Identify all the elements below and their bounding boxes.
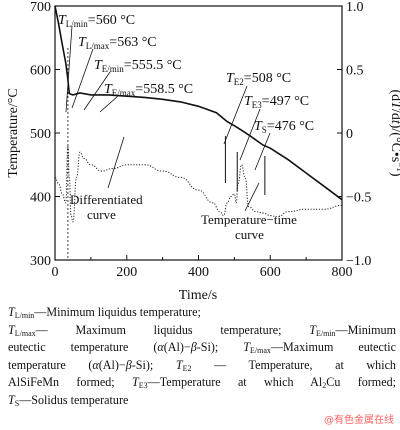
event-leader-5 [239,108,261,161]
event-label-4: TE2=508 °C [226,71,291,87]
event-label-6: TS=476 °C [254,119,314,135]
axis-ticks: 0 200 400 600 800 300 400 500 600 700 −1.0 −0.5 0 0.5… [30,0,371,280]
y2-tick-label-4: 1.0 [346,0,364,15]
y-axis-label: Temperature/°C [6,88,21,177]
figure-caption: TL/min—Minimum liquidus temperature; TL/… [8,304,396,410]
y-tick-label-1: 400 [30,191,51,206]
caption-line-5: AlSiFeMn formed; TE3—Temperature at whic… [8,375,396,391]
x-tick-label-4: 800 [332,265,353,280]
series-lines [54,5,343,223]
caption-line-3: eutectic temperature (α(Al)−β-Si); TE/ma… [8,340,396,356]
annotation-temperature-2: curve [235,227,264,242]
y-tick-label-2: 500 [30,127,51,142]
event-label-3: TE/max=558.5 °C [104,82,193,98]
x-tick-label-1: 200 [116,265,137,280]
watermark: @有色金属在线 [324,415,394,426]
y2-tick-label-1: −0.5 [346,191,371,206]
x-tick-label-2: 400 [188,265,209,280]
event-label-5: TE3=497 °C [244,94,309,110]
annotation-differentiated-1: Differentiated [70,192,143,207]
y2-tick-label-0: −1.0 [346,254,371,269]
caption-line-6: TS—Solidus temperature [8,392,129,408]
y2-tick-label-3: 0.5 [346,64,364,79]
event-leader-1 [71,48,94,109]
event-leader-4 [223,85,248,145]
event-markers [67,48,266,260]
caption-line-4: temperature (α(Al)−β-Si); TE2 — Temperat… [8,357,396,373]
y2-tick-label-2: 0 [346,127,353,142]
event-leader-2 [83,71,111,111]
event-leader-3 [99,95,119,113]
cooling-curve-chart: 0 200 400 600 800 300 400 500 600 700 −1.0 −0.5 0 0.5… [6,0,400,303]
x-tick-label-3: 600 [260,265,281,280]
caption-line-2: TL/max— Maximum liquidus temperature; TE… [8,322,396,338]
y-tick-label-4: 700 [30,0,51,15]
leader-differentiated [107,136,125,189]
event-leader-6 [254,132,271,171]
y-tick-label-0: 300 [30,254,51,269]
event-leader-0 [65,25,73,113]
leader-temperature [244,182,260,212]
y2-axis-label: (dT/dt)/(°C•s−1) [388,90,400,177]
event-label-0: TL/min=560 °C [58,13,135,29]
series-differentiated-curve [54,145,343,223]
event-label-1: TL/max=563 °C [78,35,157,51]
x-tick-label-0: 0 [52,265,59,280]
caption-line-1: TL/min—Minimum liquidus temperature; [8,305,201,320]
event-labels: TL/min=560 °C TL/max=563 °C TE/min=555.5 °… [58,13,314,171]
x-axis-label: Time/s [179,288,217,303]
annotation-temperature-1: Temperature−time [201,212,297,227]
event-label-2: TE/min=555.5 °C [94,58,182,74]
y-tick-label-3: 600 [30,64,51,79]
annotation-differentiated-2: curve [87,207,116,222]
